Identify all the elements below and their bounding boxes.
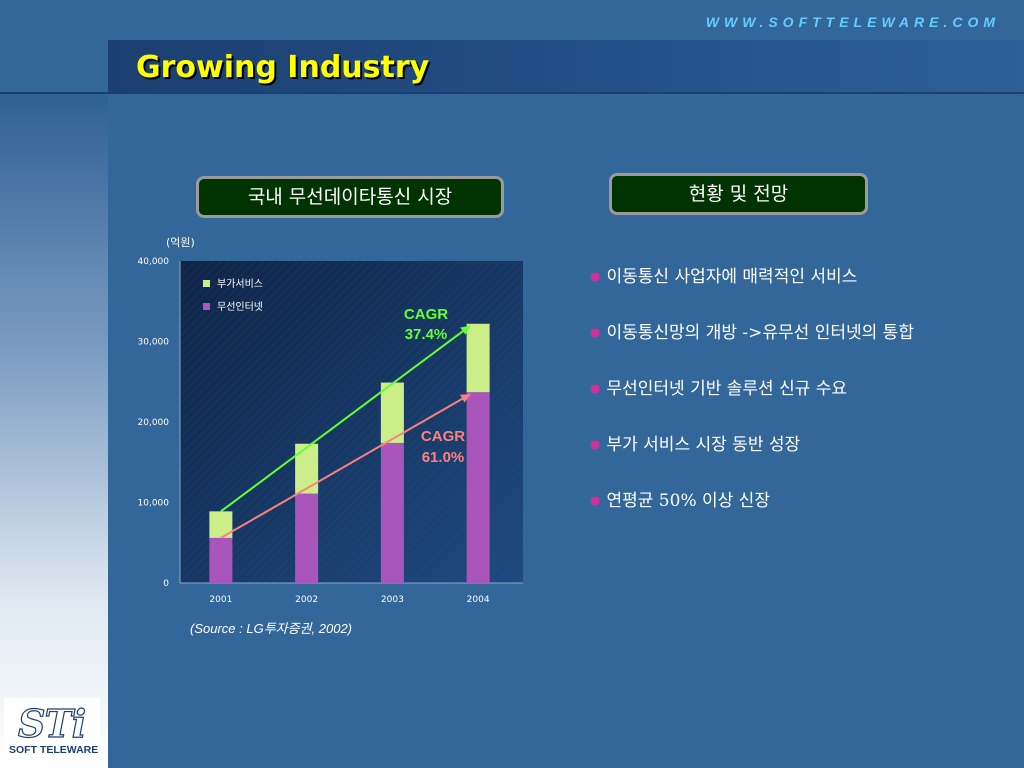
cagr-trend-line	[220, 393, 471, 539]
market-bar-chart: (억원) 0 10,000 20,000 30,000 40,000 2001 2002 2…	[138, 236, 523, 605]
bullet-text: 이동통신 사업자에 매력적인 서비스	[606, 267, 858, 287]
bullet-text: 무선인터넷 기반 솔루션 신규 수요	[606, 379, 848, 399]
bullet-text: 이동통신망의 개방 ->유무선 인터넷의 통합	[606, 323, 914, 343]
x-tick-label: 2003	[381, 595, 404, 605]
cagr-trend-line	[220, 324, 471, 513]
bullet-text: 부가 서비스 시장 동반 성장	[606, 435, 801, 455]
bullet-item: ● 이동통신망의 개방 ->유무선 인터넷의 통합	[590, 318, 914, 374]
y-tick-label: 40,000	[138, 257, 170, 267]
bullet-item: ● 무선인터넷 기반 솔루션 신규 수요	[590, 374, 914, 430]
page-title: Growing Industry	[136, 50, 430, 85]
y-tick-label: 30,000	[138, 338, 170, 348]
bullet-text: 연평균 50% 이상 신장	[606, 491, 770, 511]
bullet-item: ● 이동통신 사업자에 매력적인 서비스	[590, 262, 914, 318]
y-unit-label: (억원)	[166, 236, 195, 249]
bar	[466, 392, 490, 583]
x-tick-label: 2002	[295, 595, 318, 605]
outlook-section-label: 현황 및 전망	[609, 173, 868, 215]
outlook-bullet-list: ● 이동통신 사업자에 매력적인 서비스 ● 이동통신망의 개방 ->유무선 인터넷…	[590, 262, 914, 542]
bullet-dot-icon: ●	[590, 381, 601, 395]
cagr-value: 37.4%	[405, 326, 448, 343]
bullet-item: ● 부가 서비스 시장 동반 성장	[590, 430, 914, 486]
cagr-arrowhead-icon	[460, 394, 471, 403]
bar	[209, 511, 233, 538]
legend-swatch	[203, 280, 210, 287]
title-band	[108, 40, 1024, 92]
bar	[380, 442, 404, 583]
company-logo: STi SOFT TELEWARE	[4, 698, 100, 760]
bar	[209, 537, 233, 583]
cagr-label: CAGR	[421, 428, 465, 445]
y-tick-label: 10,000	[138, 499, 170, 509]
legend-label: 부가서비스	[217, 278, 263, 290]
bullet-item: ● 연평균 50% 이상 신장	[590, 486, 914, 542]
bullet-dot-icon: ●	[590, 269, 601, 283]
cagr-arrowhead-icon	[460, 325, 471, 335]
x-tick-label: 2004	[467, 595, 490, 605]
logo-text: SOFT TELEWARE	[9, 744, 99, 756]
y-tick-label: 0	[163, 579, 169, 589]
chart-section-label: 국내 무선데이타통신 시장	[196, 176, 504, 218]
bar	[295, 493, 319, 583]
x-tick-label: 2001	[209, 595, 232, 605]
legend-swatch	[203, 303, 210, 310]
bar	[466, 323, 490, 393]
header-divider	[0, 92, 1024, 94]
bullet-dot-icon: ●	[590, 325, 601, 339]
y-tick-label: 20,000	[138, 418, 170, 428]
bullet-dot-icon: ●	[590, 493, 601, 507]
bar	[380, 382, 404, 443]
website-url[interactable]: WWW.SOFTTELEWARE.COM	[705, 14, 1000, 30]
cagr-value: 61.0%	[422, 449, 465, 466]
legend-label: 무선인터넷	[217, 301, 263, 313]
chart-source-note: (Source : LG투자증권, 2002)	[190, 621, 353, 636]
cagr-label: CAGR	[404, 306, 448, 323]
bullet-dot-icon: ●	[590, 437, 601, 451]
logo-mark: STi	[17, 700, 86, 746]
side-gradient-strip	[0, 92, 108, 768]
bar	[295, 443, 319, 494]
